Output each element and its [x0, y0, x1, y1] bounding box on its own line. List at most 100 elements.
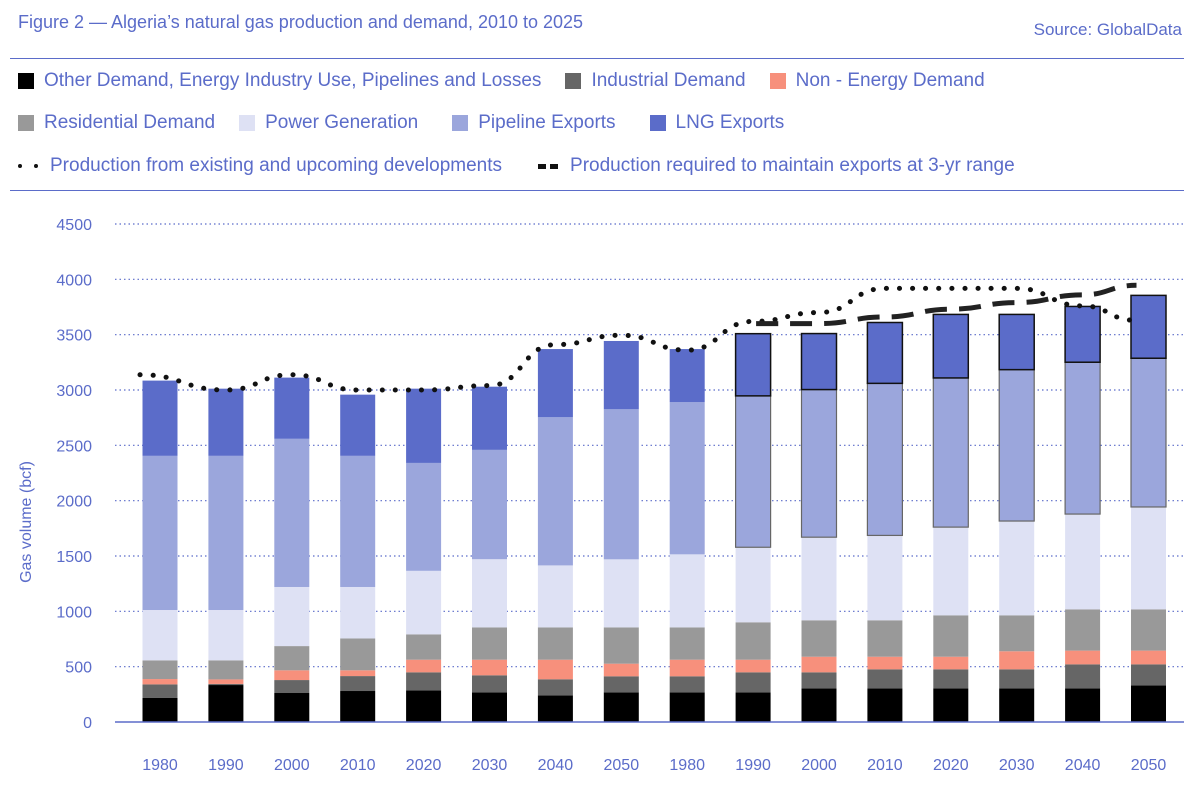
bar-segment-lng-exports: [406, 388, 442, 463]
bar-segment-non-energy-demand: [999, 651, 1035, 670]
legend-label: Production from existing and upcoming de…: [50, 155, 503, 176]
bar-segment-lng-exports: [603, 340, 639, 410]
x-tick-label: 2000: [274, 757, 310, 774]
x-tick-label: 2010: [340, 757, 376, 774]
bar-segment-industrial-demand: [340, 676, 376, 692]
bar-stack: [734, 332, 772, 722]
bar-segment-power-generation: [274, 586, 310, 647]
bar-segment-power-generation: [208, 610, 244, 661]
y-tick-label: 1500: [56, 549, 92, 566]
bar-segment-lng-exports: [932, 313, 970, 379]
bar-segment-industrial-demand: [801, 672, 837, 689]
bar-segment-lng-exports: [1064, 305, 1101, 363]
bar-segment-other-demand-energy-industry-use-pipelines-and-losses: [867, 688, 903, 722]
bar-segment-lng-exports: [998, 313, 1035, 371]
legend-label: LNG Exports: [675, 112, 785, 133]
bar-segment-residential-demand: [933, 615, 969, 657]
bar-segment-residential-demand: [340, 638, 376, 671]
bar-segment-other-demand-energy-industry-use-pipelines-and-losses: [1065, 688, 1101, 722]
bar-segment-other-demand-energy-industry-use-pipelines-and-losses: [999, 688, 1035, 722]
legend-label: Pipeline Exports: [478, 112, 616, 133]
bar-stack: [472, 386, 507, 722]
bar-segment-power-generation: [933, 527, 969, 616]
y-tick-label: 3000: [56, 383, 92, 400]
bar-stack: [932, 313, 970, 722]
bar-segment-other-demand-energy-industry-use-pipelines-and-losses: [142, 697, 178, 722]
figure-title: Figure 2 — Algeria’s natural gas product…: [18, 12, 584, 32]
bar-segment-pipeline-exports: [472, 449, 507, 560]
legend-item-power-generation: Power Generation: [239, 112, 418, 134]
bar-segment-other-demand-energy-industry-use-pipelines-and-losses: [406, 690, 442, 722]
bar-segment-residential-demand: [274, 646, 310, 671]
bar-segment-industrial-demand: [537, 679, 573, 696]
source-label: Source: GlobalData: [1033, 20, 1182, 39]
bar-stack: [1130, 294, 1167, 722]
bar-segment-non-energy-demand: [406, 659, 442, 673]
bar-segment-residential-demand: [472, 627, 507, 660]
legend-label: Non - Energy Demand: [795, 70, 985, 91]
bar-segment-non-energy-demand: [472, 659, 507, 676]
bar-segment-other-demand-energy-industry-use-pipelines-and-losses: [669, 692, 705, 722]
legend-swatch-lng-exports: [649, 115, 666, 131]
legend-label: Production required to maintain exports …: [570, 155, 1015, 176]
y-axis-ticks: 0 500 1000 1500 2000 2500 3000 3500 4000 4500: [56, 217, 92, 732]
x-tick-label: 2020: [933, 757, 969, 774]
bar-segment-non-energy-demand: [933, 656, 969, 670]
legend-item-other-demand: Other Demand, Energy Industry Use, Pipel…: [18, 70, 541, 92]
bar-segment-pipeline-exports: [142, 455, 178, 611]
legend-item-lng-exports: LNG Exports: [649, 112, 785, 134]
y-axis-label: Gas volume (bcf): [18, 461, 35, 583]
bar-segment-industrial-demand: [274, 680, 310, 694]
legend-label: Power Generation: [265, 112, 419, 133]
bar-segment-other-demand-energy-industry-use-pipelines-and-losses: [603, 692, 639, 722]
x-tick-label: 1980: [142, 757, 178, 774]
bar-segment-lng-exports: [866, 321, 904, 385]
bar-segment-power-generation: [142, 610, 178, 661]
bar-segment-residential-demand: [801, 620, 837, 657]
bar-segment-lng-exports: [1130, 294, 1167, 359]
bar-segment-industrial-demand: [735, 672, 771, 693]
bar-segment-pipeline-exports: [734, 395, 772, 548]
bar-segment-industrial-demand: [999, 669, 1035, 689]
bar-segment-power-generation: [735, 547, 771, 623]
bar-segment-residential-demand: [1131, 609, 1166, 651]
x-axis-ticks: 1980 1990 2000 2010 2020 2030 2040 2050 1980 1990…: [142, 757, 1166, 774]
bar-segment-residential-demand: [867, 620, 903, 657]
bar-segment-lng-exports: [142, 380, 178, 456]
bar-stack: [208, 388, 244, 722]
legend-swatch-residential-demand: [18, 115, 34, 131]
x-tick-label: 2040: [1065, 757, 1101, 774]
bar-segment-pipeline-exports: [208, 455, 244, 611]
bar-segment-residential-demand: [537, 627, 573, 660]
dashed-line-icon: [538, 163, 559, 169]
bar-segment-industrial-demand: [406, 672, 442, 691]
legend-item-pipeline-exports: Pipeline Exports: [452, 112, 616, 134]
bar-segment-industrial-demand: [933, 669, 969, 689]
legend-item-residential-demand: Residential Demand: [18, 112, 215, 134]
bar-segment-residential-demand: [735, 622, 771, 660]
x-tick-label: 2020: [406, 757, 442, 774]
bar-segment-pipeline-exports: [537, 417, 573, 566]
bar-segment-lng-exports: [537, 349, 573, 418]
bar-segment-non-energy-demand: [340, 670, 376, 677]
bar-segment-industrial-demand: [1131, 664, 1166, 686]
y-tick-label: 2500: [56, 438, 92, 455]
y-tick-label: 4000: [56, 272, 92, 289]
legend-swatch-power-generation: [239, 115, 256, 131]
x-tick-label: 2050: [1131, 757, 1167, 774]
y-tick-label: 3500: [56, 328, 92, 345]
bar-segment-power-generation: [801, 537, 837, 621]
bar-stack: [998, 313, 1035, 722]
bar-segment-pipeline-exports: [998, 369, 1035, 522]
bar-segment-pipeline-exports: [340, 455, 376, 587]
bar-segment-non-energy-demand: [669, 659, 705, 677]
legend-swatch-non-energy-demand: [769, 73, 786, 89]
bar-segment-pipeline-exports: [274, 438, 310, 587]
bar-stack: [866, 321, 904, 722]
bar-segment-lng-exports: [274, 377, 310, 439]
bar-segment-other-demand-energy-industry-use-pipelines-and-losses: [1131, 685, 1166, 722]
bar-segment-power-generation: [1065, 514, 1101, 610]
bar-segment-power-generation: [340, 586, 376, 639]
bar-stack: [1064, 305, 1101, 722]
bar-segment-other-demand-energy-industry-use-pipelines-and-losses: [274, 693, 310, 722]
